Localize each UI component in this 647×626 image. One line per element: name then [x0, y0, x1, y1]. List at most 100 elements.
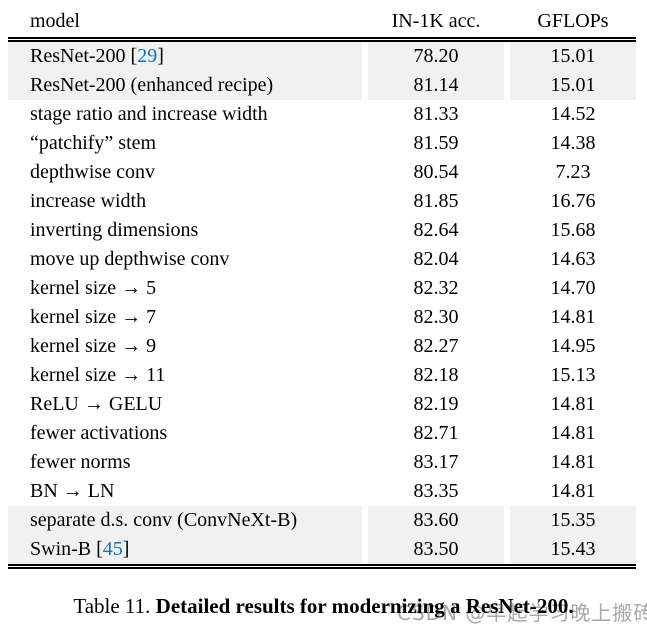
model-label: depthwise conv — [30, 161, 155, 183]
model-cell: BN → LN — [8, 477, 362, 506]
gflops-cell: 14.81 — [550, 306, 596, 328]
model-cell: stage ratio and increase width — [8, 100, 362, 129]
table-caption: Table 11. Detailed results for modernizi… — [0, 594, 647, 619]
model-cell: fewer activations — [8, 419, 362, 448]
in1k-acc-cell: 81.33 — [413, 103, 459, 125]
gflops-cell: 14.95 — [550, 335, 596, 357]
gflops-cell: 16.76 — [550, 190, 596, 212]
table-row: ResNet-200 (enhanced recipe) 81.14 15.01 — [8, 71, 636, 100]
model-cell: kernel size → 7 — [8, 303, 362, 332]
table-row: kernel size → 11 82.18 15.13 — [8, 361, 636, 390]
in1k-acc-cell: 80.54 — [413, 161, 459, 183]
gflops-cell: 14.81 — [550, 480, 596, 502]
table-row: “patchify” stem 81.59 14.38 — [8, 129, 636, 158]
in1k-acc-cell: 81.59 — [413, 132, 459, 154]
table-row: kernel size → 9 82.27 14.95 — [8, 332, 636, 361]
in1k-acc-cell: 82.32 — [413, 277, 459, 299]
model-label: fewer activations — [30, 422, 168, 444]
model-cell: separate d.s. conv (ConvNeXt-B) — [8, 506, 362, 535]
model-cell: “patchify” stem — [8, 129, 362, 158]
column-header-gflops: GFLOPs — [537, 10, 609, 32]
caption-text: Detailed results for modernizing a ResNe… — [155, 594, 574, 618]
model-label: Swin-B [ — [30, 538, 103, 560]
model-cell: move up depthwise conv — [8, 245, 362, 274]
model-cell: kernel size → 9 — [8, 332, 362, 361]
model-cell: ResNet-200 [29] — [8, 42, 362, 71]
table-row: separate d.s. conv (ConvNeXt-B) 83.60 15… — [8, 506, 636, 535]
gflops-cell: 14.81 — [550, 393, 596, 415]
reference-link[interactable]: 45 — [102, 538, 123, 560]
table-row: ReLU → GELU 82.19 14.81 — [8, 390, 636, 419]
model-label: kernel size → 5 — [30, 277, 157, 299]
in1k-acc-cell: 82.19 — [413, 393, 459, 415]
in1k-acc-cell: 83.17 — [413, 451, 459, 473]
in1k-acc-cell: 82.18 — [413, 364, 459, 386]
model-label: ResNet-200 (enhanced recipe) — [30, 74, 274, 96]
in1k-acc-cell: 83.50 — [368, 535, 504, 564]
model-label: kernel size → 9 — [30, 335, 157, 357]
table-row: kernel size → 7 82.30 14.81 — [8, 303, 636, 332]
gflops-cell: 14.38 — [550, 132, 596, 154]
table-row: fewer norms 83.17 14.81 — [8, 448, 636, 477]
table-row: increase width 81.85 16.76 — [8, 187, 636, 216]
in1k-acc-cell: 82.27 — [413, 335, 459, 357]
gflops-cell: 14.81 — [550, 422, 596, 444]
in1k-acc-cell: 82.30 — [413, 306, 459, 328]
in1k-acc-cell: 81.85 — [413, 190, 459, 212]
model-cell: kernel size → 11 — [8, 361, 362, 390]
in1k-acc-cell: 83.60 — [368, 506, 504, 535]
model-label: ResNet-200 [ — [30, 45, 138, 67]
column-header-in1k-acc: IN-1K acc. — [391, 10, 481, 32]
table-row: depthwise conv 80.54 7.23 — [8, 158, 636, 187]
gflops-cell: 14.70 — [550, 277, 596, 299]
reference-link[interactable]: 29 — [137, 45, 158, 67]
in1k-acc-cell: 82.04 — [413, 248, 459, 270]
in1k-acc-cell: 78.20 — [368, 42, 504, 71]
table-row: fewer activations 82.71 14.81 — [8, 419, 636, 448]
gflops-cell: 15.01 — [510, 42, 636, 71]
column-header-model: model — [30, 10, 80, 32]
table-body: ResNet-200 [29] 78.20 15.01 ResNet-200 (… — [8, 42, 636, 569]
csdn-watermark: CSDN @早起学习晚上搬砖 — [397, 601, 647, 625]
model-cell: kernel size → 5 — [8, 274, 362, 303]
model-label: kernel size → 7 — [30, 306, 157, 328]
results-table: model IN-1K acc. GFLOPs ResNet-200 [29] … — [8, 6, 636, 569]
model-label-suffix: ] — [157, 45, 164, 67]
model-label: BN → LN — [30, 480, 115, 502]
table-row: ResNet-200 [29] 78.20 15.01 — [8, 42, 636, 71]
model-cell: fewer norms — [8, 448, 362, 477]
gflops-cell: 15.01 — [510, 71, 636, 100]
table-row: stage ratio and increase width 81.33 14.… — [8, 100, 636, 129]
model-label: fewer norms — [30, 451, 131, 473]
in1k-acc-cell: 82.71 — [413, 422, 459, 444]
model-label: move up depthwise conv — [30, 248, 230, 270]
table-row: Swin-B [45] 83.50 15.43 — [8, 535, 636, 564]
model-cell: depthwise conv — [8, 158, 362, 187]
gflops-cell: 15.35 — [510, 506, 636, 535]
gflops-cell: 14.63 — [550, 248, 596, 270]
caption-label: Table 11. — [73, 594, 156, 618]
model-cell: ResNet-200 (enhanced recipe) — [8, 71, 362, 100]
model-label: “patchify” stem — [30, 132, 157, 154]
table-header: model IN-1K acc. GFLOPs — [8, 6, 636, 42]
gflops-cell: 15.43 — [510, 535, 636, 564]
model-label-suffix: ] — [122, 538, 130, 560]
in1k-acc-cell: 82.64 — [413, 219, 459, 241]
model-cell: increase width — [8, 187, 362, 216]
model-cell: inverting dimensions — [8, 216, 362, 245]
model-label: kernel size → 11 — [30, 364, 166, 386]
model-label: ReLU → GELU — [30, 393, 163, 415]
in1k-acc-cell: 83.35 — [413, 480, 459, 502]
in1k-acc-cell: 81.14 — [368, 71, 504, 100]
gflops-cell: 15.68 — [550, 219, 596, 241]
table-row: move up depthwise conv 82.04 14.63 — [8, 245, 636, 274]
model-label: stage ratio and increase width — [30, 103, 268, 125]
gflops-cell: 15.13 — [550, 364, 596, 386]
table-row: inverting dimensions 82.64 15.68 — [8, 216, 636, 245]
model-label: inverting dimensions — [30, 219, 199, 241]
table-row: kernel size → 5 82.32 14.70 — [8, 274, 636, 303]
model-cell: ReLU → GELU — [8, 390, 362, 419]
gflops-cell: 14.52 — [550, 103, 596, 125]
model-label: increase width — [30, 190, 147, 212]
table-row: BN → LN 83.35 14.81 — [8, 477, 636, 506]
